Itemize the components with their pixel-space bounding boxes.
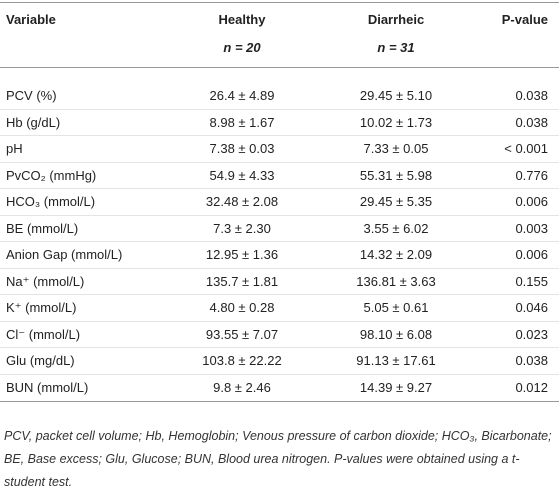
value-cell: 0.776 bbox=[515, 167, 548, 183]
header-cell: Variable bbox=[6, 12, 56, 27]
value-cell: 0.038 bbox=[515, 114, 548, 130]
row-separator bbox=[0, 161, 559, 163]
row-separator bbox=[0, 320, 559, 322]
variable-name: HCO₃ (mmol/L) bbox=[6, 194, 96, 209]
row-separator bbox=[0, 294, 559, 295]
value-cell: 5.05 ± 0.61 bbox=[363, 300, 429, 315]
value-cell: 4.80 ± 0.28 bbox=[209, 300, 275, 315]
value-cell: 55.31 ± 5.98 bbox=[359, 167, 433, 183]
top-rule bbox=[0, 2, 559, 3]
value-cell: 0.038 bbox=[515, 88, 548, 103]
variable-name: Anion Gap (mmol/L) bbox=[6, 247, 123, 262]
header-rule bbox=[0, 67, 559, 68]
value-cell: 7.33 ± 0.05 bbox=[363, 141, 429, 156]
value-cell: 54.9 ± 4.33 bbox=[209, 167, 275, 183]
footnote: PCV, packet cell volume; Hb, Hemoglobin;… bbox=[4, 429, 552, 489]
value-cell: 0.006 bbox=[515, 247, 548, 262]
row-separator bbox=[0, 267, 559, 269]
value-cell: 136.81 ± 3.63 bbox=[356, 273, 436, 289]
row-separator bbox=[0, 241, 559, 242]
value-cell: 0.023 bbox=[515, 326, 548, 342]
variable-name: BE (mmol/L) bbox=[6, 220, 79, 236]
value-cell: 135.7 ± 1.81 bbox=[205, 273, 279, 289]
bottom-rule bbox=[0, 401, 559, 402]
value-cell: 12.95 ± 1.36 bbox=[205, 247, 279, 262]
value-cell: 29.45 ± 5.10 bbox=[359, 88, 433, 103]
variable-name: BUN (mmol/L) bbox=[6, 379, 89, 395]
value-cell: 9.8 ± 2.46 bbox=[213, 379, 271, 395]
header-subcell: n = 20 bbox=[223, 40, 261, 55]
value-cell: 3.55 ± 6.02 bbox=[363, 220, 429, 236]
value-cell: 0.155 bbox=[515, 273, 548, 289]
variable-name: K⁺ (mmol/L) bbox=[6, 300, 77, 315]
row-separator bbox=[0, 347, 559, 348]
value-cell: 0.012 bbox=[515, 379, 548, 395]
value-cell: 91.13 ± 17.61 bbox=[356, 353, 436, 368]
value-cell: 26.4 ± 4.89 bbox=[209, 88, 275, 103]
value-cell: 29.45 ± 5.35 bbox=[359, 194, 433, 209]
value-cell: 103.8 ± 22.22 bbox=[202, 353, 282, 368]
value-cell: 7.38 ± 0.03 bbox=[209, 141, 275, 156]
variable-name: Na⁺ (mmol/L) bbox=[6, 273, 85, 289]
row-separator bbox=[0, 108, 559, 110]
row-separator bbox=[0, 135, 559, 136]
value-cell: 0.038 bbox=[515, 353, 548, 368]
value-cell: 93.55 ± 7.07 bbox=[205, 326, 279, 342]
variable-name: PvCO₂ (mmHg) bbox=[6, 167, 97, 183]
variable-name: Cl⁻ (mmol/L) bbox=[6, 326, 81, 342]
value-cell: 14.39 ± 9.27 bbox=[359, 379, 433, 395]
header-subcell: n = 31 bbox=[377, 40, 415, 55]
value-cell: < 0.001 bbox=[504, 141, 548, 156]
variable-name: PCV (%) bbox=[6, 88, 57, 103]
value-cell: 10.02 ± 1.73 bbox=[359, 114, 433, 130]
row-separator bbox=[0, 214, 559, 216]
value-cell: 0.006 bbox=[515, 194, 548, 209]
value-cell: 8.98 ± 1.67 bbox=[209, 114, 275, 130]
value-cell: 7.3 ± 2.30 bbox=[213, 220, 271, 236]
value-cell: 0.003 bbox=[515, 220, 548, 236]
value-cell: 32.48 ± 2.08 bbox=[205, 194, 279, 209]
variable-name: pH bbox=[6, 141, 23, 156]
value-cell: 0.046 bbox=[515, 300, 548, 315]
row-separator bbox=[0, 188, 559, 189]
value-cell: 98.10 ± 6.08 bbox=[359, 326, 433, 342]
variable-name: Glu (mg/dL) bbox=[6, 353, 75, 368]
header-cell: P-value bbox=[501, 12, 548, 27]
value-cell: 14.32 ± 2.09 bbox=[359, 247, 433, 262]
variable-name: Hb (g/dL) bbox=[6, 114, 61, 130]
header-cell: Diarrheic bbox=[367, 12, 425, 27]
row-separator bbox=[0, 373, 559, 375]
header-cell: Healthy bbox=[218, 12, 266, 27]
